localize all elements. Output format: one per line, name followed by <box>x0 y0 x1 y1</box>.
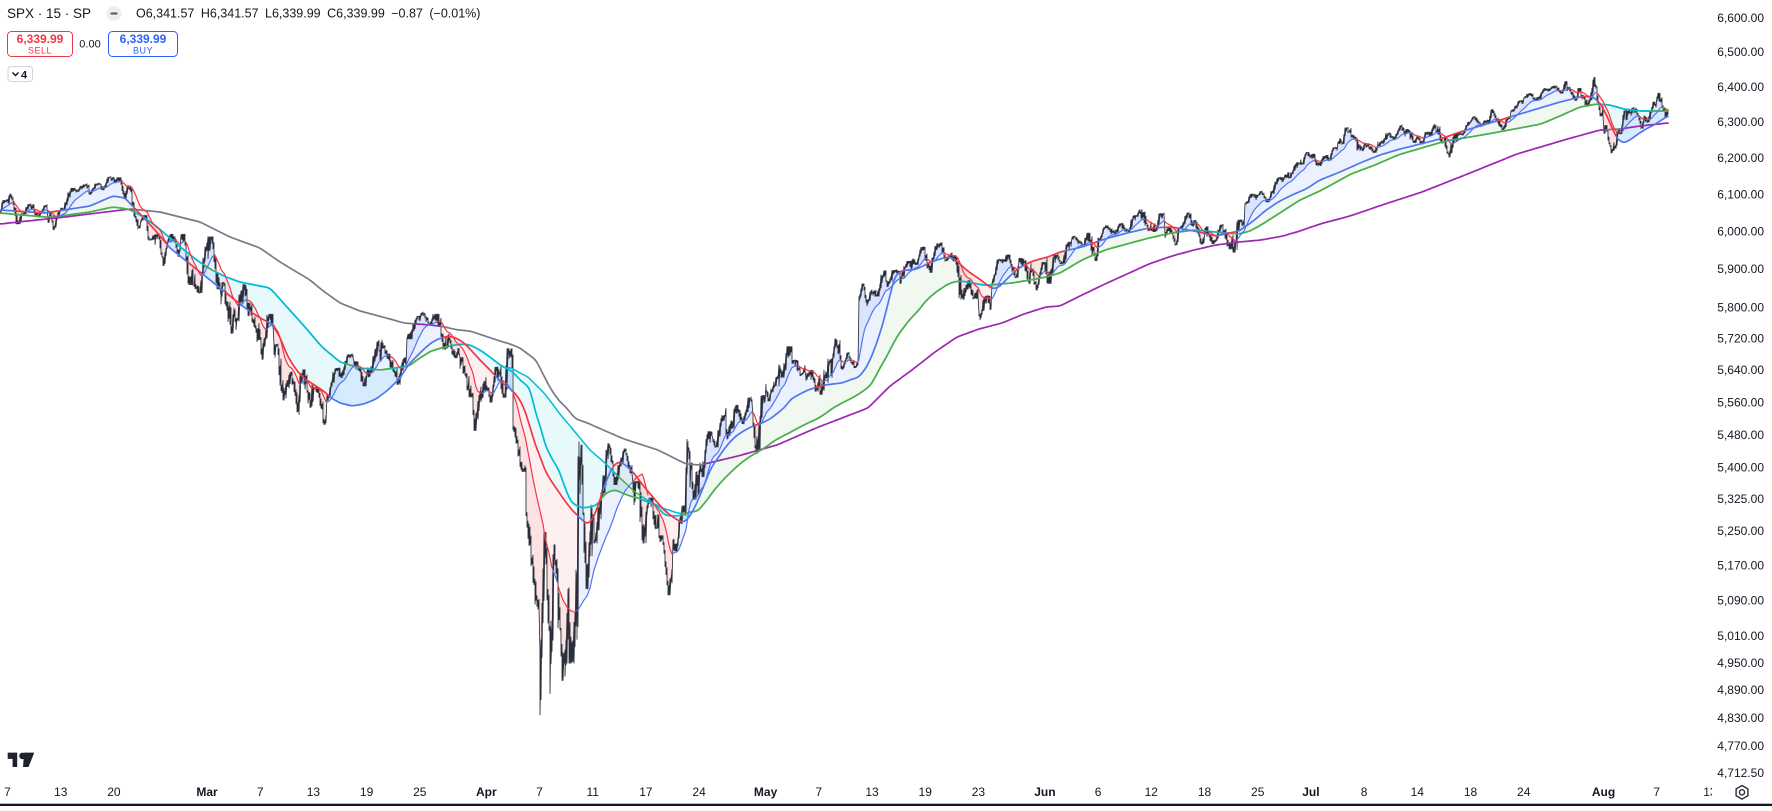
svg-text:19: 19 <box>360 785 374 799</box>
svg-text:Apr: Apr <box>476 785 497 799</box>
svg-text:5,900.00: 5,900.00 <box>1717 262 1764 276</box>
svg-text:7: 7 <box>1653 785 1660 799</box>
svg-text:7: 7 <box>257 785 264 799</box>
svg-text:Aug: Aug <box>1592 785 1615 799</box>
svg-text:11: 11 <box>586 785 599 799</box>
svg-text:SELL: SELL <box>28 46 52 56</box>
svg-text:13: 13 <box>54 785 68 799</box>
svg-text:May: May <box>754 785 778 799</box>
svg-text:7: 7 <box>815 785 822 799</box>
svg-text:12: 12 <box>1145 785 1159 799</box>
svg-text:25: 25 <box>413 785 427 799</box>
svg-text:Jul: Jul <box>1302 785 1319 799</box>
svg-text:4,712.50: 4,712.50 <box>1717 766 1764 780</box>
svg-text:5,250.00: 5,250.00 <box>1717 524 1764 538</box>
svg-text:BUY: BUY <box>133 46 153 56</box>
svg-text:4,830.00: 4,830.00 <box>1717 711 1764 725</box>
svg-text:O6,341.57 H6,341.57 L6,339.99: O6,341.57 H6,341.57 L6,339.99 C6,339.99 … <box>136 7 480 21</box>
svg-text:4,770.00: 4,770.00 <box>1717 739 1764 753</box>
svg-text:5,090.00: 5,090.00 <box>1717 593 1764 607</box>
svg-text:6: 6 <box>1095 785 1102 799</box>
svg-text:5,400.00: 5,400.00 <box>1717 461 1764 475</box>
svg-text:4: 4 <box>21 70 28 82</box>
svg-text:Mar: Mar <box>196 785 218 799</box>
svg-text:5,010.00: 5,010.00 <box>1717 629 1764 643</box>
svg-text:25: 25 <box>1251 785 1265 799</box>
svg-text:4,950.00: 4,950.00 <box>1717 656 1764 670</box>
svg-text:6,100.00: 6,100.00 <box>1717 187 1764 201</box>
svg-text:18: 18 <box>1464 785 1478 799</box>
svg-text:7: 7 <box>4 785 11 799</box>
svg-text:5,170.00: 5,170.00 <box>1717 558 1764 572</box>
svg-text:7: 7 <box>536 785 543 799</box>
svg-text:4,890.00: 4,890.00 <box>1717 683 1764 697</box>
svg-text:5,480.00: 5,480.00 <box>1717 428 1764 442</box>
svg-text:6,300.00: 6,300.00 <box>1717 115 1764 129</box>
svg-text:6,600.00: 6,600.00 <box>1717 11 1764 25</box>
svg-text:14: 14 <box>1411 785 1425 799</box>
svg-text:6,200.00: 6,200.00 <box>1717 151 1764 165</box>
svg-text:13: 13 <box>307 785 321 799</box>
svg-text:6,000.00: 6,000.00 <box>1717 225 1764 239</box>
svg-text:6,400.00: 6,400.00 <box>1717 80 1764 94</box>
svg-text:5,560.00: 5,560.00 <box>1717 395 1764 409</box>
svg-text:24: 24 <box>692 785 706 799</box>
svg-text:17: 17 <box>639 785 653 799</box>
svg-text:13: 13 <box>865 785 879 799</box>
svg-text:13: 13 <box>1703 785 1717 799</box>
svg-text:SPX · 15 · SP: SPX · 15 · SP <box>7 6 91 21</box>
svg-text:24: 24 <box>1517 785 1531 799</box>
svg-text:6,500.00: 6,500.00 <box>1717 45 1764 59</box>
svg-text:19: 19 <box>919 785 933 799</box>
svg-text:5,640.00: 5,640.00 <box>1717 363 1764 377</box>
svg-text:5,325.00: 5,325.00 <box>1717 492 1764 506</box>
svg-text:8: 8 <box>1361 785 1368 799</box>
svg-text:5,720.00: 5,720.00 <box>1717 332 1764 346</box>
svg-text:6,339.99: 6,339.99 <box>17 32 64 46</box>
svg-text:23: 23 <box>972 785 986 799</box>
svg-text:Jun: Jun <box>1034 785 1055 799</box>
svg-text:20: 20 <box>107 785 121 799</box>
svg-text:5,800.00: 5,800.00 <box>1717 301 1764 315</box>
svg-text:18: 18 <box>1198 785 1212 799</box>
svg-text:0.00: 0.00 <box>79 39 100 51</box>
svg-text:6,339.99: 6,339.99 <box>120 32 167 46</box>
